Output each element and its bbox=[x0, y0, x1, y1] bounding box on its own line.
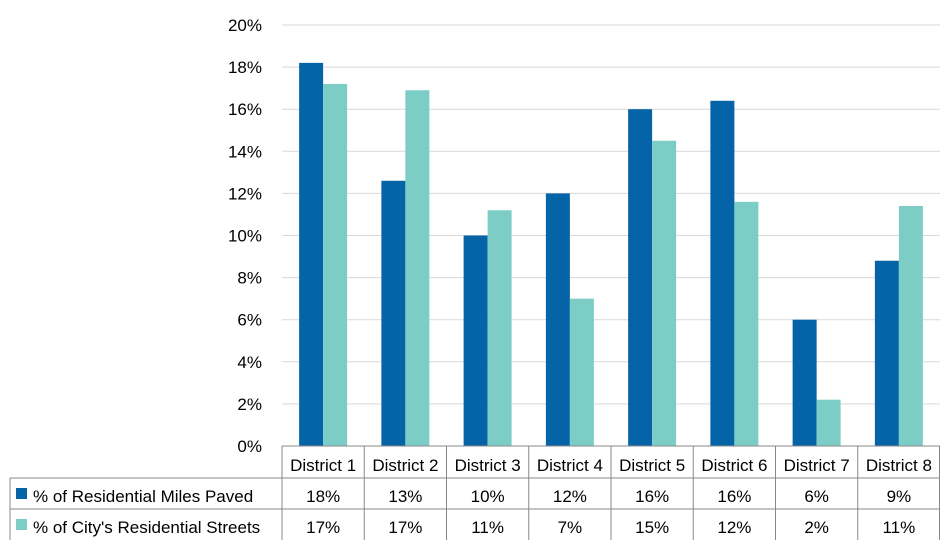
bar-miles-paved bbox=[545, 193, 570, 446]
x-tick-label: District 1 bbox=[290, 456, 356, 475]
y-tick-label: 0% bbox=[237, 437, 262, 456]
y-tick-label: 12% bbox=[228, 184, 262, 203]
gridlines bbox=[282, 24, 940, 405]
x-tick-label: District 2 bbox=[372, 456, 438, 475]
x-tick-label: District 3 bbox=[455, 456, 521, 475]
bar-residential-streets bbox=[569, 298, 594, 446]
bar-miles-paved bbox=[628, 109, 653, 446]
legend-key bbox=[16, 488, 27, 499]
data-label: 17% bbox=[306, 518, 340, 537]
data-label: 12% bbox=[553, 487, 587, 506]
data-label: 13% bbox=[388, 487, 422, 506]
legend-series-name: % of Residential Miles Paved bbox=[33, 487, 253, 506]
data-label: 15% bbox=[635, 518, 669, 537]
y-tick-label: 6% bbox=[237, 311, 262, 330]
data-label: 16% bbox=[635, 487, 669, 506]
x-tick-label: District 4 bbox=[537, 456, 603, 475]
data-label: 18% bbox=[306, 487, 340, 506]
bar-residential-streets bbox=[898, 206, 923, 446]
y-tick-label: 14% bbox=[228, 142, 262, 161]
y-tick-label: 10% bbox=[228, 227, 262, 246]
data-label: 6% bbox=[804, 487, 829, 506]
bar-miles-paved bbox=[381, 180, 406, 446]
y-tick-label: 4% bbox=[237, 353, 262, 372]
bar-miles-paved bbox=[710, 100, 735, 446]
bar-residential-streets bbox=[734, 201, 759, 446]
data-label: 2% bbox=[804, 518, 829, 537]
x-tick-label: District 6 bbox=[701, 456, 767, 475]
y-tick-label: 18% bbox=[228, 58, 262, 77]
bar-miles-paved bbox=[792, 319, 817, 446]
bar-miles-paved bbox=[463, 235, 488, 446]
bar-residential-streets bbox=[652, 140, 677, 446]
y-tick-label: 8% bbox=[237, 269, 262, 288]
data-label: 17% bbox=[388, 518, 422, 537]
x-tick-label: District 7 bbox=[784, 456, 850, 475]
bars bbox=[299, 62, 923, 446]
bar-residential-streets bbox=[487, 210, 512, 446]
x-tick-label: District 8 bbox=[866, 456, 932, 475]
y-tick-label: 20% bbox=[228, 16, 262, 35]
data-label: 11% bbox=[882, 518, 915, 537]
bar-residential-streets bbox=[405, 90, 430, 446]
data-label: 11% bbox=[471, 518, 504, 537]
bar-residential-streets bbox=[323, 83, 348, 446]
bar-miles-paved bbox=[299, 62, 324, 446]
y-tick-label: 16% bbox=[228, 100, 262, 119]
bar-residential-streets bbox=[816, 399, 841, 446]
data-table: District 1 District 2 District 3 District 4… bbox=[9, 445, 940, 540]
legend-series-name: % of City's Residential Streets bbox=[33, 518, 260, 537]
bar-miles-paved bbox=[874, 260, 899, 446]
y-tick-label: 2% bbox=[237, 395, 262, 414]
data-label: 16% bbox=[717, 487, 751, 506]
legend-key bbox=[16, 519, 27, 530]
data-label: 12% bbox=[717, 518, 751, 537]
data-label: 10% bbox=[471, 487, 505, 506]
data-label: 9% bbox=[887, 487, 912, 506]
x-tick-label: District 5 bbox=[619, 456, 685, 475]
data-label: 7% bbox=[558, 518, 583, 537]
y-axis-tick-labels: 0% 2% 4% 6% 8% 10% 12% 14% 16% 18% 20% bbox=[228, 16, 262, 456]
